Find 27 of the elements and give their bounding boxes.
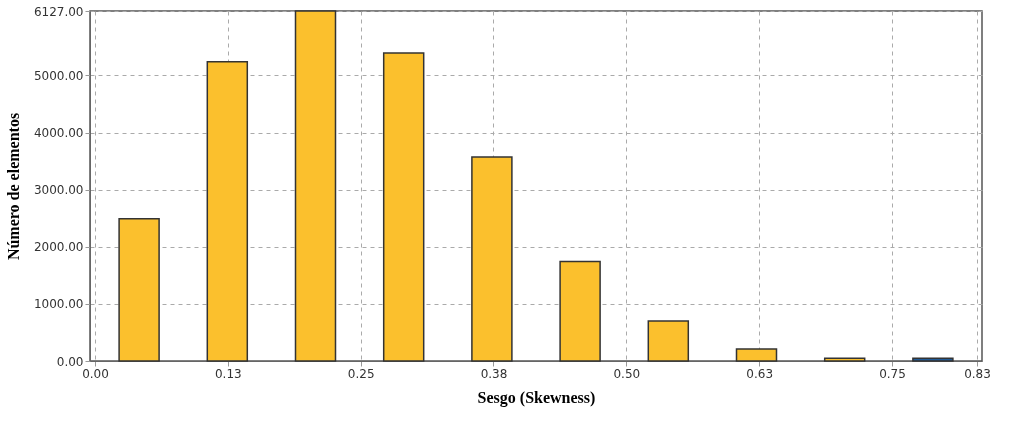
bar bbox=[912, 357, 954, 362]
bar bbox=[294, 10, 337, 362]
y-tick-label: 0.00 bbox=[56, 354, 84, 369]
bar bbox=[823, 357, 866, 362]
y-tick-label: 5000.00 bbox=[33, 68, 84, 83]
x-tick-label: 0.50 bbox=[613, 366, 641, 381]
x-tick-label: 0.13 bbox=[214, 366, 242, 381]
bar bbox=[206, 60, 249, 362]
x-tick-label: 0.00 bbox=[82, 366, 109, 381]
y-tick-label: 3000.00 bbox=[33, 183, 84, 198]
x-tick-label: 0.38 bbox=[480, 366, 508, 381]
y-tick-label: 2000.00 bbox=[33, 240, 84, 255]
y-tick-label: 6127.00 bbox=[33, 4, 84, 19]
x-tick-label: 0.25 bbox=[347, 366, 375, 381]
bar bbox=[559, 260, 601, 362]
bar bbox=[735, 348, 778, 362]
y-tick-label: 1000.00 bbox=[33, 297, 84, 312]
x-axis-title: Sesgo (Skewness) bbox=[477, 388, 596, 407]
bar bbox=[118, 218, 160, 362]
y-axis-title: Número de elementos bbox=[4, 112, 22, 261]
y-tick-label: 4000.00 bbox=[33, 126, 84, 140]
x-tick-label: 0.63 bbox=[746, 366, 774, 381]
bar bbox=[382, 52, 425, 362]
x-tick-label: 0.75 bbox=[879, 366, 906, 381]
bar bbox=[647, 320, 690, 362]
x-tick-label: 0.83 bbox=[964, 366, 991, 381]
bar bbox=[471, 156, 513, 362]
